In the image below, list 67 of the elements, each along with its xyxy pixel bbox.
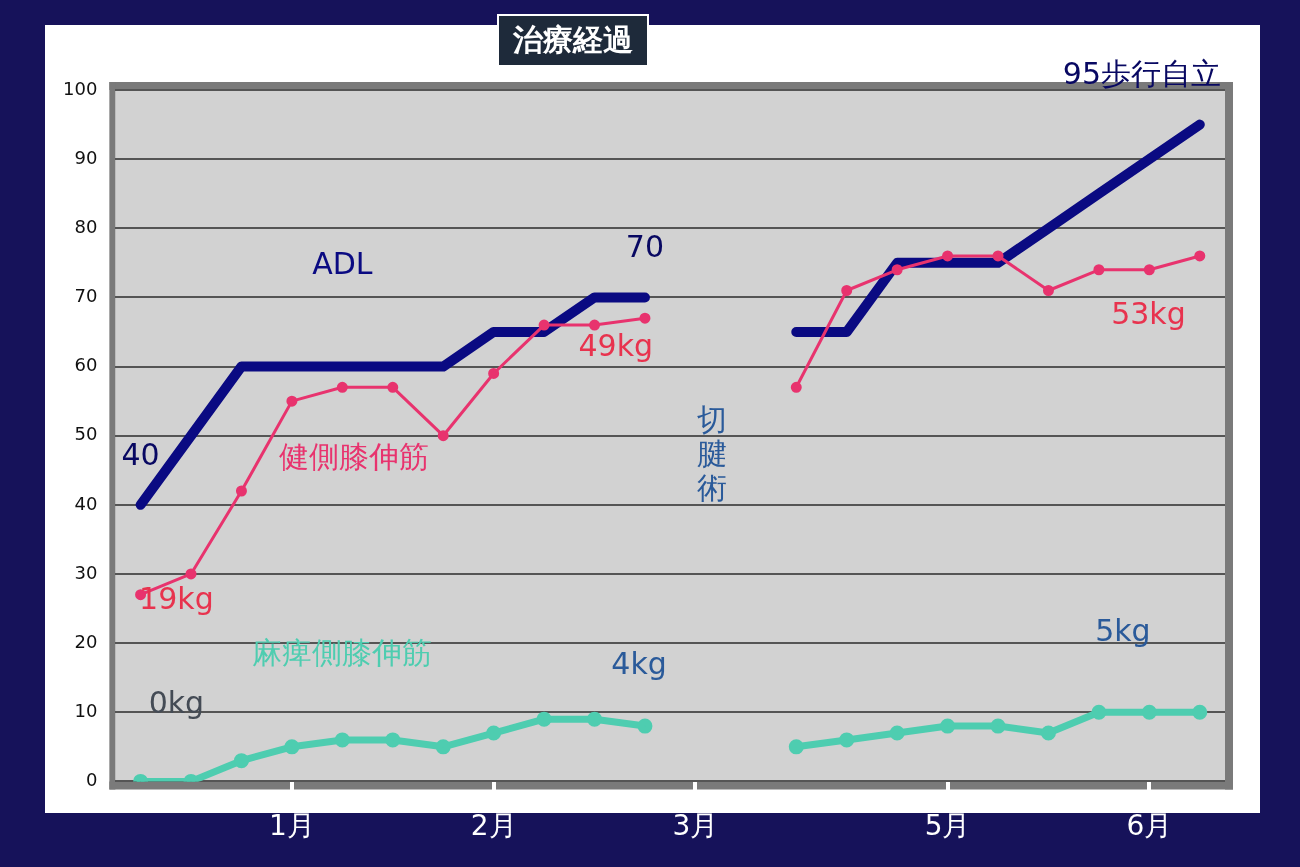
point xyxy=(1040,725,1056,741)
point xyxy=(336,381,348,393)
annotation: 切腱術 xyxy=(697,402,728,506)
point xyxy=(284,739,300,755)
point xyxy=(889,725,905,741)
y-tick-label: 50 xyxy=(74,423,98,445)
point xyxy=(233,753,249,769)
data-label: 95歩行自立 xyxy=(1062,56,1222,92)
point xyxy=(486,725,502,741)
point xyxy=(992,250,1004,262)
chart-title: 治療経過 xyxy=(497,14,649,67)
annotation: 19kg xyxy=(139,581,214,617)
point xyxy=(437,430,449,442)
annotation: 53kg xyxy=(1111,295,1186,331)
point xyxy=(1143,264,1155,276)
y-tick-label: 100 xyxy=(63,77,98,99)
annotation: 4kg xyxy=(611,646,667,682)
point xyxy=(1042,285,1054,297)
y-tick-label: 30 xyxy=(74,561,98,583)
point xyxy=(839,732,855,748)
x-tick-label: 6月 xyxy=(1126,809,1173,843)
point xyxy=(788,739,804,755)
y-tick-label: 40 xyxy=(74,492,98,514)
point xyxy=(334,732,350,748)
point xyxy=(538,319,550,331)
data-label: 40 xyxy=(121,436,160,472)
point xyxy=(790,381,802,393)
point xyxy=(841,285,853,297)
point xyxy=(435,739,451,755)
text: 麻痺側膝伸筋 xyxy=(252,634,433,670)
point xyxy=(286,395,298,407)
y-tick-label: 80 xyxy=(74,215,98,237)
y-tick-label: 0 xyxy=(85,769,98,791)
y-tick-label: 10 xyxy=(74,699,98,721)
text: ADL xyxy=(312,246,373,282)
point xyxy=(589,319,601,331)
annotation: 5kg xyxy=(1095,612,1151,648)
point xyxy=(891,264,903,276)
point xyxy=(942,250,954,262)
y-tick-label: 60 xyxy=(74,354,98,376)
y-tick-label: 20 xyxy=(74,630,98,652)
point xyxy=(387,381,399,393)
x-tick-label: 5月 xyxy=(924,809,971,843)
point xyxy=(185,568,197,580)
point xyxy=(587,711,603,727)
point xyxy=(1091,704,1107,720)
x-tick-label: 3月 xyxy=(672,809,719,843)
point xyxy=(1141,704,1157,720)
point xyxy=(637,718,653,734)
y-tick-label: 70 xyxy=(74,285,98,307)
x-tick-label: 1月 xyxy=(268,809,315,843)
point xyxy=(990,718,1006,734)
point xyxy=(1192,704,1208,720)
point xyxy=(639,312,651,324)
annotation: 49kg xyxy=(578,328,654,364)
point xyxy=(536,711,552,727)
point xyxy=(1194,250,1206,262)
data-label: 70 xyxy=(625,229,665,265)
annotation: 0kg xyxy=(148,685,205,721)
y-tick-label: 90 xyxy=(74,146,98,168)
series-label: 健側膝伸筋 xyxy=(279,439,430,475)
point xyxy=(940,718,956,734)
point xyxy=(385,732,401,748)
x-tick-label: 2月 xyxy=(470,809,517,843)
point xyxy=(1093,264,1105,276)
point xyxy=(235,485,247,497)
point xyxy=(488,367,500,379)
